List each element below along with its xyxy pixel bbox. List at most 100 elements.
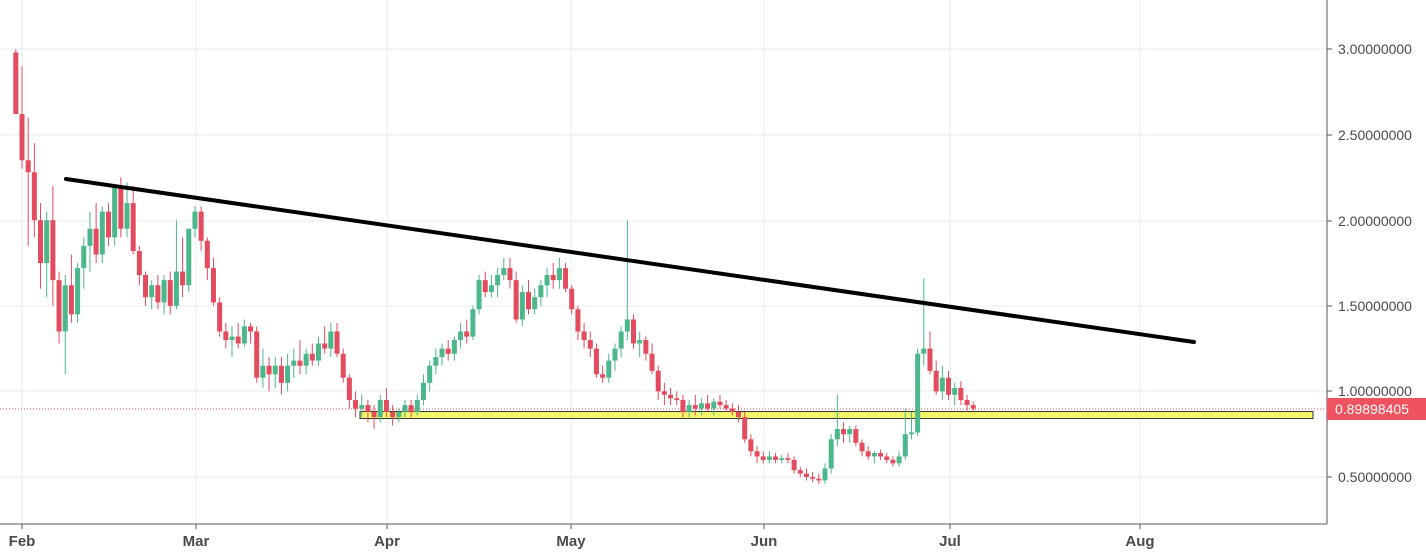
candle-body[interactable] [81,245,87,269]
candle-body[interactable] [291,360,297,366]
candle[interactable] [970,401,976,412]
candle-body[interactable] [779,458,785,460]
candle[interactable] [13,49,19,115]
candle-body[interactable] [847,429,853,435]
candle-body[interactable] [939,377,945,392]
candle-body[interactable] [272,365,278,375]
candle[interactable] [198,206,204,252]
price-axis[interactable]: 3.00000000 2.50000000 2.00000000 1.50000000… [1326,0,1426,524]
candle-body[interactable] [816,478,822,481]
candle-body[interactable] [285,365,291,383]
candle-body[interactable] [643,340,649,354]
candle-body[interactable] [248,326,254,332]
candle-body[interactable] [75,268,81,315]
candle[interactable] [933,360,939,395]
candle-body[interactable] [186,228,192,286]
candle-body[interactable] [723,405,729,409]
candle[interactable] [649,343,655,375]
candle[interactable] [507,257,513,289]
candle[interactable] [254,326,260,383]
candle-body[interactable] [532,297,538,310]
candle[interactable] [853,425,859,447]
candle[interactable] [760,451,766,464]
candle-body[interactable] [439,348,445,358]
candle[interactable] [377,394,383,423]
candle[interactable] [865,446,871,460]
candle-body[interactable] [587,340,593,349]
candle-body[interactable] [717,401,723,406]
candle[interactable] [661,382,667,406]
candle[interactable] [87,211,93,272]
candle-body[interactable] [649,353,655,371]
candle-body[interactable] [476,280,482,310]
candle-body[interactable] [933,370,939,392]
candle[interactable] [859,439,865,457]
candle-body[interactable] [105,211,111,238]
candle[interactable] [414,394,420,416]
candle-body[interactable] [637,340,643,344]
candle[interactable] [618,326,624,358]
candle-body[interactable] [408,405,414,412]
candle-body[interactable] [149,285,155,298]
candle[interactable] [748,434,754,457]
candle[interactable] [668,387,674,406]
candle-body[interactable] [952,387,958,395]
candle[interactable] [890,456,896,467]
candle-body[interactable] [513,280,519,320]
candle-body[interactable] [371,411,377,418]
candle[interactable] [692,394,698,416]
candle[interactable] [217,297,223,337]
candle-body[interactable] [668,394,674,399]
candle-body[interactable] [322,343,328,349]
candle[interactable] [149,280,155,310]
candle[interactable] [112,185,118,246]
candle[interactable] [921,278,927,366]
candle[interactable] [291,348,297,378]
candle[interactable] [946,370,952,400]
candle-body[interactable] [340,353,346,378]
candle-body[interactable] [25,160,31,173]
candle[interactable] [124,182,130,238]
candle[interactable] [192,206,198,238]
candle-body[interactable] [87,228,93,246]
candle[interactable] [773,453,779,464]
candle[interactable] [297,340,303,375]
candle-body[interactable] [31,172,37,221]
candle[interactable] [563,263,569,293]
candle[interactable] [884,453,890,464]
candle-body[interactable] [155,285,161,303]
candle-body[interactable] [680,399,686,412]
candle[interactable] [285,353,291,392]
candle-body[interactable] [828,439,834,469]
candle[interactable] [439,343,445,366]
candle[interactable] [816,473,822,484]
candle-body[interactable] [803,473,809,477]
candle[interactable] [81,237,87,289]
candle[interactable] [927,331,933,375]
candle[interactable] [896,451,902,467]
candle-body[interactable] [346,377,352,400]
candle-body[interactable] [964,399,970,406]
candle[interactable] [964,394,970,412]
candle-body[interactable] [915,353,921,433]
candle[interactable] [390,405,396,426]
candle-body[interactable] [865,451,871,457]
candle-body[interactable] [173,271,179,306]
candle-body[interactable] [631,319,637,344]
candle[interactable] [779,454,785,464]
candle[interactable] [513,271,519,323]
candle-body[interactable] [501,268,507,275]
candle-body[interactable] [748,439,754,452]
candle[interactable] [383,387,389,418]
candle[interactable] [723,399,729,412]
candle[interactable] [68,254,74,323]
candle-body[interactable] [550,274,556,281]
candle[interactable] [587,331,593,358]
candle[interactable] [210,257,216,306]
candle[interactable] [445,340,451,361]
candle[interactable] [711,398,717,416]
candle[interactable] [340,348,346,383]
candle-body[interactable] [44,220,50,263]
candle[interactable] [155,274,161,310]
